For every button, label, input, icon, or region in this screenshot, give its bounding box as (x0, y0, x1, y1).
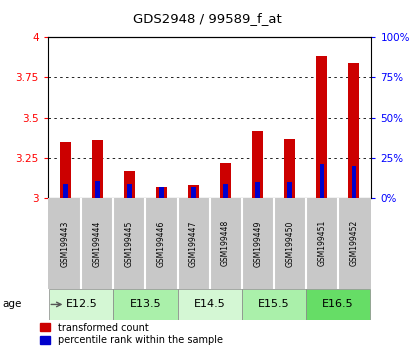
Bar (49, 289, 113, 320)
Text: E15.5: E15.5 (258, 299, 290, 309)
Bar (188, 185, 199, 198)
Bar (124, 171, 135, 198)
Bar (288, 182, 292, 198)
Bar (284, 139, 295, 198)
Text: GSM199445: GSM199445 (125, 220, 134, 267)
Bar (348, 63, 359, 198)
Bar (191, 187, 196, 198)
Text: GSM199444: GSM199444 (93, 220, 102, 267)
Bar (252, 131, 263, 198)
Text: E13.5: E13.5 (129, 299, 161, 309)
Bar (60, 142, 71, 198)
Bar (92, 140, 103, 198)
Bar (320, 164, 324, 198)
Text: GDS2948 / 99589_f_at: GDS2948 / 99589_f_at (133, 12, 282, 25)
Bar (178, 289, 242, 320)
Bar (156, 187, 167, 198)
Text: GSM199450: GSM199450 (285, 220, 294, 267)
Bar (63, 184, 68, 198)
Bar (255, 182, 260, 198)
Text: GSM199448: GSM199448 (221, 220, 230, 267)
Bar (220, 163, 231, 198)
Text: E14.5: E14.5 (194, 299, 225, 309)
Bar (242, 289, 306, 320)
Text: GSM199449: GSM199449 (253, 220, 262, 267)
Bar (223, 184, 228, 198)
Text: E16.5: E16.5 (322, 299, 354, 309)
Text: GSM199451: GSM199451 (317, 220, 326, 267)
Legend: transformed count, percentile rank within the sample: transformed count, percentile rank withi… (38, 321, 225, 347)
Text: GSM199443: GSM199443 (61, 220, 70, 267)
Bar (352, 166, 356, 198)
Text: GSM199446: GSM199446 (157, 220, 166, 267)
Bar (95, 181, 100, 198)
Text: age: age (2, 299, 22, 309)
Text: GSM199447: GSM199447 (189, 220, 198, 267)
Bar (113, 289, 178, 320)
Bar (306, 289, 370, 320)
Bar (127, 184, 132, 198)
Text: GSM199452: GSM199452 (349, 220, 358, 267)
Text: E12.5: E12.5 (66, 299, 97, 309)
Bar (316, 57, 327, 198)
Bar (159, 187, 164, 198)
